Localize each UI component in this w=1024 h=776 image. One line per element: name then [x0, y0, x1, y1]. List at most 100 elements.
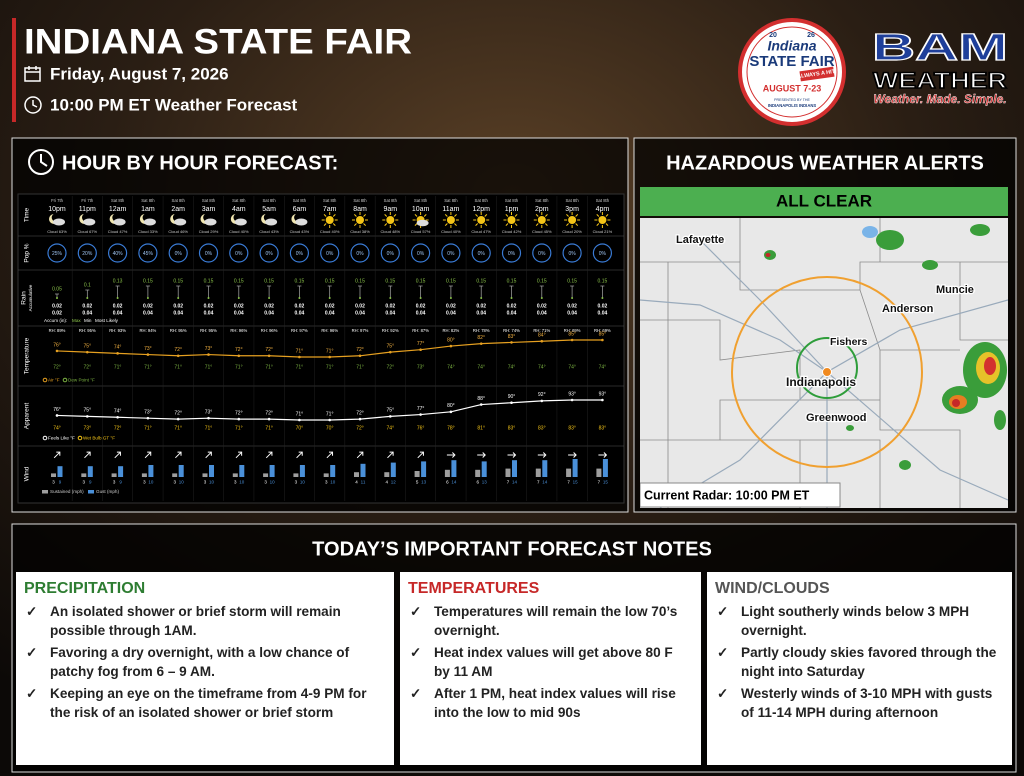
dew-point-label: 72° [84, 364, 92, 370]
dew-point-label: 74° [568, 364, 576, 370]
pop-ring [562, 243, 582, 263]
air-temp-point [510, 341, 513, 344]
feels-like-label: 93° [568, 391, 576, 397]
sun-ray [535, 223, 539, 227]
feels-like-point [358, 417, 362, 421]
rain-max-label: 0.13 [113, 278, 123, 284]
note-text: Light southerly winds below 3 MPH overni… [741, 604, 970, 638]
wind-arrow-shaft [265, 451, 273, 459]
accum-likely-label: 0.04 [295, 310, 305, 316]
city-marker [822, 367, 832, 377]
rain-dot [298, 297, 301, 299]
wind-gust-label: 10 [239, 480, 245, 485]
wind-arrow [568, 452, 577, 458]
pop-ring [471, 243, 491, 263]
wind-gust-bar [572, 459, 578, 477]
wind-gust-label: 10 [179, 480, 185, 485]
dew-point-label: 71° [114, 364, 122, 370]
rh-label: RH: 69% [594, 328, 611, 333]
air-temp-label: 74° [114, 345, 122, 351]
cloud-label: Cloud 47% [471, 229, 491, 234]
wind-gust-label: 13 [482, 480, 488, 485]
air-temp-point [540, 339, 544, 343]
rain-dot [571, 297, 574, 299]
wind-arrow-head [389, 451, 394, 456]
cloud-label: Cloud 33% [138, 229, 158, 234]
time-label: 11am [442, 206, 459, 213]
wind-arrow-head [512, 452, 517, 458]
note-item: ✓ After 1 PM, heat index values will rise… [408, 684, 691, 722]
rain-max-label: 0.15 [446, 278, 456, 284]
wet-bulb-label: 71° [265, 425, 273, 431]
sun-ray [505, 223, 509, 227]
date-label: Fri 7th [51, 198, 64, 203]
sun-ray [514, 223, 518, 227]
date-label: Sat 8th [565, 198, 579, 203]
clock-icon [24, 96, 42, 114]
sun-ray [384, 223, 388, 227]
feels-like-label: 80° [447, 403, 455, 409]
status: ALL CLEAR [776, 191, 872, 210]
date-label: Sat 8th [353, 198, 367, 203]
note-text: Westerly winds of 3-10 MPH with gusts of… [741, 686, 993, 720]
wind-gust-bar [330, 465, 336, 477]
logo-sponsor: INDIANAPOLIS INDIANS [768, 103, 817, 108]
sun-ray [505, 213, 509, 217]
row-label: Time [24, 208, 31, 223]
note-item: ✓ Temperatures will remain the low 70’s o… [408, 602, 691, 640]
hourly-grid [17, 193, 625, 504]
wind-sustained-bar [51, 473, 56, 477]
air-temp-label: 82° [477, 335, 485, 341]
time-label: 4pm [596, 206, 610, 213]
accum-min-label: 0.02 [204, 303, 214, 309]
wind-arrow-head [56, 451, 61, 456]
pop-label: 0% [296, 251, 304, 257]
pop-ring [350, 243, 370, 263]
wet-bulb-label: 76° [417, 425, 425, 431]
dew-point-label: 74° [599, 364, 607, 370]
air-temp-point [86, 350, 89, 354]
wind-arrow-shaft [175, 451, 182, 459]
wind-arrow-shaft [326, 451, 333, 459]
dew-point-label: 74° [477, 364, 485, 370]
note-text: Heat index values will get above 80 F by… [434, 645, 673, 679]
wind-sustained-bar [414, 471, 420, 477]
wind-arrow [507, 452, 517, 458]
feels-like-point [298, 418, 301, 422]
feels-like-point [601, 398, 604, 402]
wind-arrow-head [573, 452, 577, 458]
date-label: Sat 8th [293, 198, 307, 203]
rain-max-label: 0.15 [537, 278, 547, 284]
sun-ray [596, 223, 600, 227]
legend-label: Feels Like °F [48, 436, 75, 441]
bam-brand: BAM [872, 27, 1008, 69]
wind-arrow-head [542, 452, 547, 458]
wind-sustained-bar [475, 469, 481, 477]
wind-gust-label: 9 [119, 480, 122, 485]
rh-label: RH: 82% [443, 328, 460, 333]
accum-min-label: 0.02 [52, 303, 62, 309]
pop-label: 0% [235, 251, 243, 257]
air-temp-label: 72° [356, 347, 364, 353]
pop-label: 45% [143, 251, 154, 257]
dew-point-label: 71° [356, 364, 364, 370]
accum-likely-label: 0.04 [234, 310, 244, 316]
sun-ray [444, 213, 448, 217]
legend-swatch [42, 435, 48, 441]
clock-icon [28, 149, 54, 175]
air-temp-point [449, 344, 453, 348]
wet-bulb-label: 81° [477, 425, 485, 431]
sun-ray [384, 213, 388, 217]
check-icon: ✓ [26, 686, 38, 701]
feels-like-label: 93° [599, 391, 607, 397]
sun-ray [414, 223, 418, 227]
wind-arrow [598, 452, 608, 458]
pop-ring [77, 243, 97, 263]
rain-dot [177, 297, 180, 299]
wet-bulb-label: 71° [205, 425, 213, 431]
wind-arrow [477, 452, 486, 458]
air-temp-label: 72° [235, 347, 243, 353]
status-bar [640, 187, 1008, 216]
wind-arrow-head [207, 451, 212, 456]
rain-dot [510, 297, 513, 299]
